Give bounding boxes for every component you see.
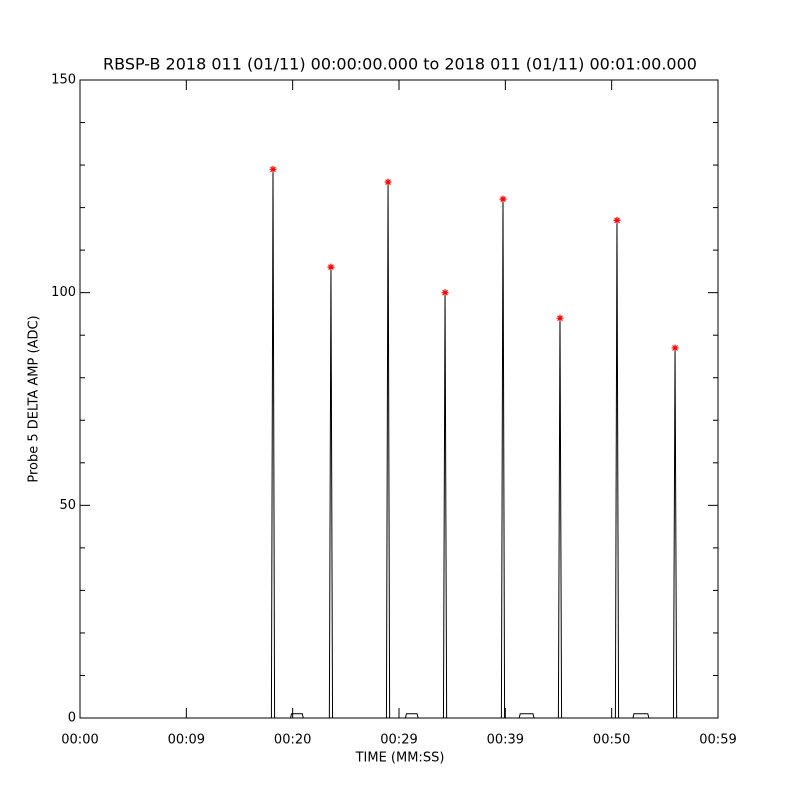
peak-marker xyxy=(327,263,335,271)
y-tick-label: 0 xyxy=(68,711,76,726)
y-tick-label: 50 xyxy=(59,498,76,513)
x-tick-label: 00:29 xyxy=(380,733,417,748)
y-tick-label: 100 xyxy=(51,285,76,300)
peak-marker xyxy=(556,314,564,322)
peak-marker xyxy=(269,165,277,173)
y-tick-label: 150 xyxy=(51,73,76,88)
peak-marker xyxy=(613,216,621,224)
x-tick-label: 00:39 xyxy=(487,733,524,748)
x-tick-label: 00:20 xyxy=(274,733,311,748)
x-tick-label: 00:09 xyxy=(168,733,205,748)
x-tick-label: 00:59 xyxy=(699,733,736,748)
y-axis-label: Probe 5 DELTA AMP (ADC) xyxy=(27,315,42,482)
peak-marker xyxy=(441,289,449,297)
trace-line xyxy=(80,169,718,719)
peak-marker xyxy=(499,195,507,203)
peak-marker xyxy=(671,344,679,352)
x-tick-label: 00:00 xyxy=(61,733,98,748)
x-tick-label: 00:50 xyxy=(593,733,630,748)
peak-marker xyxy=(384,178,392,186)
chart-title: RBSP-B 2018 011 (01/11) 00:00:00.000 to … xyxy=(103,55,697,74)
x-axis-label: TIME (MM:SS) xyxy=(355,751,445,766)
